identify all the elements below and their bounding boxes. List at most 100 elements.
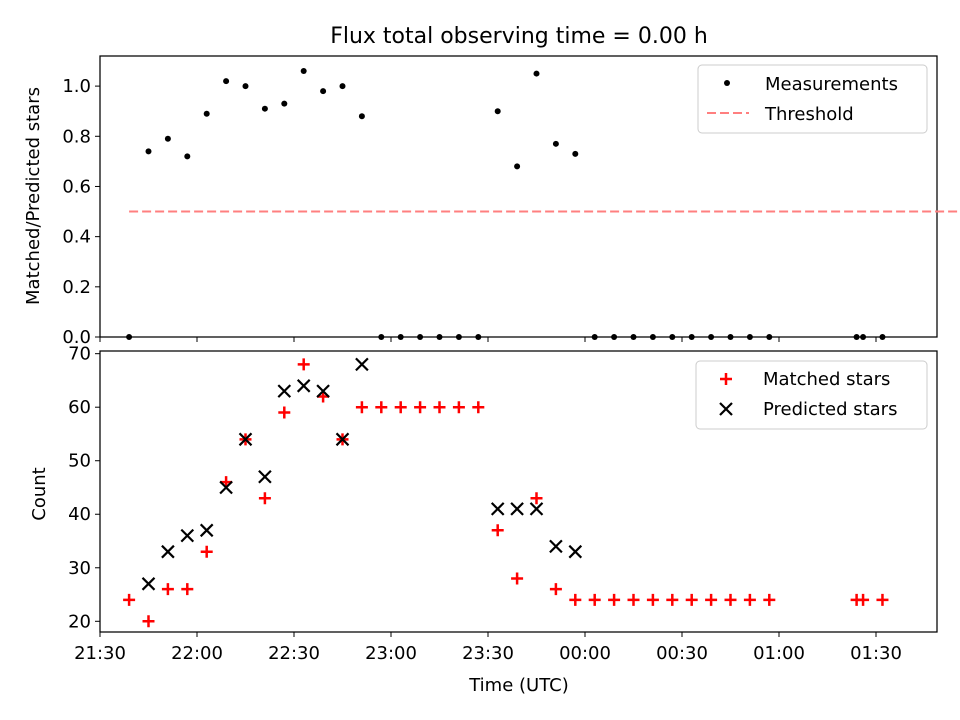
x-tick-label: 22:00 [171, 643, 223, 664]
predicted-star-point [549, 539, 563, 554]
matched-star-point [627, 593, 640, 606]
predicted-star-point [219, 480, 233, 495]
measurement-point [164, 135, 171, 142]
top-y-ticks: 0.0 0.2 0.4 0.6 0.8 1.0 [62, 76, 100, 348]
measurement-point [320, 88, 327, 95]
matched-star-point [743, 593, 756, 606]
predicted-star-point [161, 544, 175, 559]
measurement-point [533, 70, 540, 77]
measurement-point [688, 334, 695, 340]
threshold-legend-label: Threshold [764, 104, 854, 125]
measurement-point [436, 334, 443, 340]
bottom-legend: Matched stars Predicted stars [695, 360, 928, 430]
x-axis-label: Time (UTC) [468, 675, 569, 696]
measurement-point [708, 334, 715, 340]
matched-legend-marker [720, 373, 732, 385]
measurements-layer [126, 68, 886, 340]
y-tick-label: 70 [68, 344, 91, 365]
matched-star-point [569, 593, 582, 606]
matched-star-point [297, 358, 310, 371]
matched-star-point [588, 593, 601, 606]
predicted-star-point [355, 357, 369, 372]
x-tick-label: 22:30 [268, 643, 320, 664]
measurement-point [455, 334, 462, 340]
matched-star-point [452, 401, 465, 414]
predicted-star-point [568, 544, 583, 559]
matched-star-point [876, 593, 889, 606]
top-legend: Measurements Threshold [697, 64, 928, 134]
measurement-point [261, 105, 268, 112]
predicted-star-point [490, 502, 505, 516]
y-tick-label: 0.6 [62, 176, 91, 197]
matched-star-point [666, 593, 679, 606]
top-x-ticks [99, 337, 877, 342]
predicted-star-point [277, 384, 292, 398]
measurement-point [630, 334, 637, 340]
measurement-point [300, 68, 307, 75]
matched-star-point [181, 583, 194, 596]
predicted-star-point [238, 432, 253, 447]
y-tick-label: 0.0 [62, 327, 91, 348]
matched-star-point [549, 583, 562, 596]
matched-star-point [763, 593, 776, 606]
bottom-x-ticks: 21:30 22:00 22:30 23:00 23:30 00:00 00:30 01:00… [74, 632, 902, 664]
matched-star-point [375, 401, 388, 414]
measurement-point [378, 334, 385, 340]
measurement-point [281, 100, 288, 107]
matched-star-point [355, 401, 368, 414]
chart-title: Flux total observing time = 0.00 h [330, 24, 708, 49]
matched-star-point [200, 545, 213, 558]
y-tick-label: 60 [68, 397, 91, 418]
measurement-point [860, 334, 867, 340]
y-tick-label: 0.2 [62, 277, 91, 298]
x-tick-label: 00:30 [656, 643, 708, 664]
predicted-star-point [258, 470, 272, 484]
measurement-point [203, 110, 210, 117]
measurement-point [339, 83, 346, 90]
y-tick-label: 30 [68, 558, 91, 579]
measurement-point [223, 78, 230, 85]
y-tick-label: 40 [68, 504, 91, 525]
top-legend-box [697, 64, 928, 134]
measurement-point [145, 148, 152, 155]
matched-star-point [123, 593, 136, 606]
matched-star-point [142, 615, 155, 628]
measurement-point [184, 153, 191, 160]
x-tick-label: 23:30 [462, 643, 514, 664]
predicted-stars-layer [141, 357, 583, 591]
predicted-star-point [316, 384, 330, 398]
measurement-point [552, 140, 559, 147]
matched-star-point [472, 401, 485, 414]
predicted-star-point [296, 379, 311, 393]
matched-star-point [646, 593, 659, 606]
predicted-star-point [510, 502, 524, 516]
bottom-legend-box [695, 360, 928, 430]
predicted-star-point [199, 523, 214, 538]
measurement-point [397, 334, 404, 340]
measurement-point [475, 334, 482, 340]
measurement-point [417, 334, 424, 340]
y-tick-label: 0.8 [62, 126, 91, 147]
matched-star-point [530, 492, 543, 505]
measurement-point [879, 334, 886, 340]
x-tick-label: 00:00 [559, 643, 611, 664]
measurement-point [853, 334, 860, 340]
measurement-point [494, 108, 501, 115]
matched-star-point [705, 593, 718, 606]
measurements-legend-label: Measurements [765, 74, 898, 95]
y-tick-label: 20 [68, 611, 91, 632]
matched-star-point [433, 401, 446, 414]
measurement-point [727, 334, 734, 340]
bottom-y-ticks: 20 30 40 50 60 70 [68, 344, 100, 632]
measurement-point [358, 113, 365, 120]
predicted-star-point [141, 577, 156, 591]
predicted-star-point [529, 502, 544, 516]
matched-star-point [724, 593, 737, 606]
measurement-point [242, 83, 249, 90]
matched-star-point [857, 593, 870, 606]
matched-star-point [161, 583, 174, 596]
measurement-point [746, 334, 753, 340]
predicted-legend-marker [719, 402, 733, 416]
matched-star-point [414, 401, 427, 414]
